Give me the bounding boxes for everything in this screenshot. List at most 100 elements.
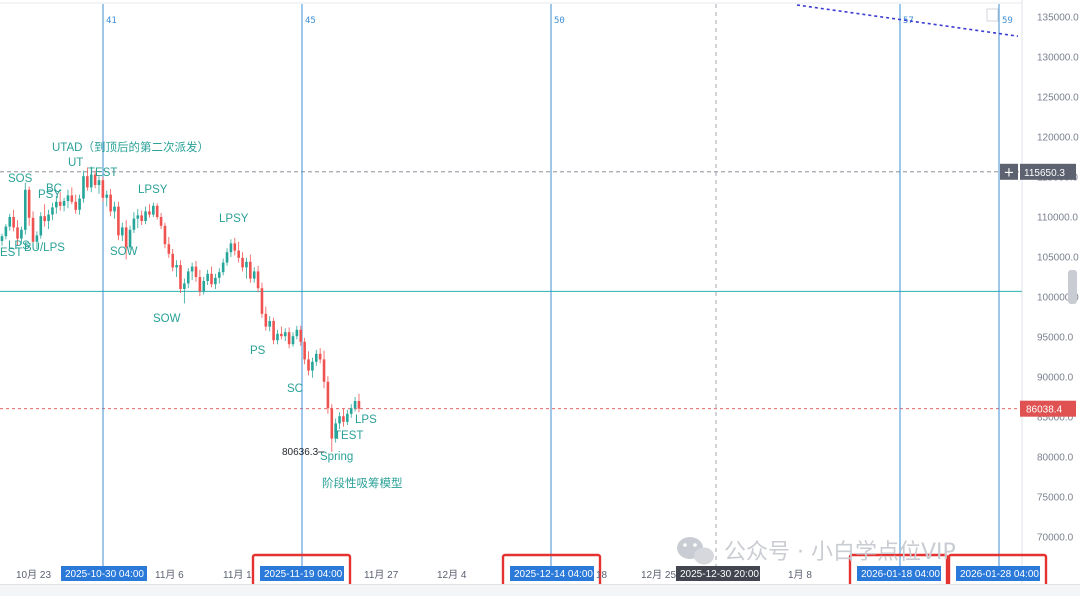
time-tick-3: 11月 27	[364, 569, 399, 581]
candle-body	[202, 281, 206, 292]
candle-27	[105, 190, 109, 207]
candle-36	[140, 210, 143, 225]
candle-body	[318, 353, 322, 360]
price-axis-scrollbar[interactable]	[1068, 270, 1077, 304]
price-tick-75000: 75000.0	[1037, 493, 1074, 504]
candle-body	[276, 333, 279, 341]
candle-body	[252, 271, 256, 279]
candle-body	[35, 235, 39, 242]
wyckoff-label-PS: PS	[250, 345, 266, 357]
candle-body	[23, 189, 27, 230]
candle-body	[295, 329, 299, 337]
candle-body	[12, 217, 15, 228]
candle-6	[23, 182, 27, 235]
candle-78	[303, 337, 306, 365]
candle-2	[8, 213, 12, 231]
resistance-tag-text: 115650.3	[1024, 168, 1065, 179]
watermark-text: 公众号 · 小白学点位VIP	[724, 540, 956, 565]
drawing-marker-box	[986, 8, 999, 22]
horizontal-levels	[0, 171, 1022, 410]
time-tick-1: 11月 6	[155, 569, 184, 581]
date-box-5: 2026-01-28 04:00	[947, 553, 1048, 590]
candle-body	[214, 277, 217, 285]
wyckoff-label-UTAD（到顶后的第二次派发）: UTAD（到顶后的第二次派发）	[52, 140, 209, 154]
candle-body	[221, 262, 225, 273]
candle-54	[210, 266, 213, 288]
candle-body	[299, 329, 303, 342]
wyckoff-label-EST: EST	[0, 247, 22, 259]
candle-body	[307, 359, 310, 371]
candle-body	[198, 277, 202, 292]
candle-body	[132, 218, 136, 230]
candle-86	[334, 418, 337, 443]
candle-82	[318, 348, 322, 364]
candle-40	[155, 203, 159, 220]
candle-79	[307, 351, 310, 376]
price-tick-85000: 85000.0	[1037, 413, 1074, 424]
candle-71	[276, 329, 279, 345]
candle-body	[78, 198, 81, 210]
candle-body	[249, 261, 252, 279]
cycle-label-57: 57	[903, 16, 914, 26]
candle-body	[346, 413, 349, 422]
candle-body	[210, 273, 213, 285]
candle-62	[241, 252, 244, 272]
candle-5	[20, 226, 23, 245]
candle-body	[51, 207, 54, 215]
candle-76	[295, 325, 299, 340]
candle-body	[287, 332, 291, 345]
candle-body	[124, 227, 128, 248]
candle-92	[357, 393, 361, 413]
candle-26	[101, 177, 105, 202]
candle-29	[113, 201, 116, 219]
candle-83	[322, 350, 326, 389]
candle-7	[27, 186, 31, 226]
candle-13	[51, 202, 54, 221]
candle-12	[47, 209, 50, 229]
candle-60	[233, 237, 237, 256]
candle-body	[140, 215, 143, 221]
candlestick-series	[0, 166, 361, 452]
wechat-icon	[677, 537, 714, 565]
candle-9	[35, 231, 39, 249]
wyckoff-label-Spring: Spring	[320, 451, 353, 463]
candle-57	[221, 258, 225, 276]
candle-87	[338, 412, 341, 429]
candle-70	[272, 317, 275, 345]
candle-85	[330, 404, 334, 452]
candle-body	[167, 244, 171, 254]
candle-72	[280, 326, 283, 340]
wyckoff-label-LPSY: LPSY	[138, 184, 168, 196]
candle-84	[326, 376, 330, 414]
crosshair-plus-box[interactable]	[1000, 163, 1018, 180]
candle-66	[256, 265, 260, 293]
wyckoff-label-LPS: LPS	[355, 414, 377, 426]
candle-59	[229, 239, 233, 257]
candle-body	[155, 205, 159, 217]
candle-body	[183, 283, 186, 289]
cycle-label-41: 41	[106, 16, 117, 26]
candle-34	[132, 212, 136, 233]
candle-body	[338, 416, 341, 424]
time-tick-4: 12月 4	[437, 569, 467, 581]
candle-52	[202, 277, 206, 295]
candle-64	[249, 254, 252, 283]
candle-15	[58, 192, 62, 211]
candle-41	[159, 213, 163, 229]
candle-body	[74, 201, 78, 210]
candle-body	[241, 257, 244, 268]
candle-20	[78, 194, 81, 215]
candle-body	[175, 265, 178, 268]
candle-8	[31, 211, 35, 247]
price-tick-120000: 120000.0	[1037, 133, 1079, 144]
candle-46	[179, 260, 182, 293]
date-box-bg	[61, 566, 147, 581]
candle-body	[55, 201, 58, 208]
candle-81	[314, 349, 318, 366]
candle-body	[105, 194, 109, 198]
candle-body	[136, 215, 140, 219]
plus-icon: +	[1004, 165, 1015, 180]
candle-body	[148, 211, 151, 215]
candle-32	[124, 220, 128, 260]
